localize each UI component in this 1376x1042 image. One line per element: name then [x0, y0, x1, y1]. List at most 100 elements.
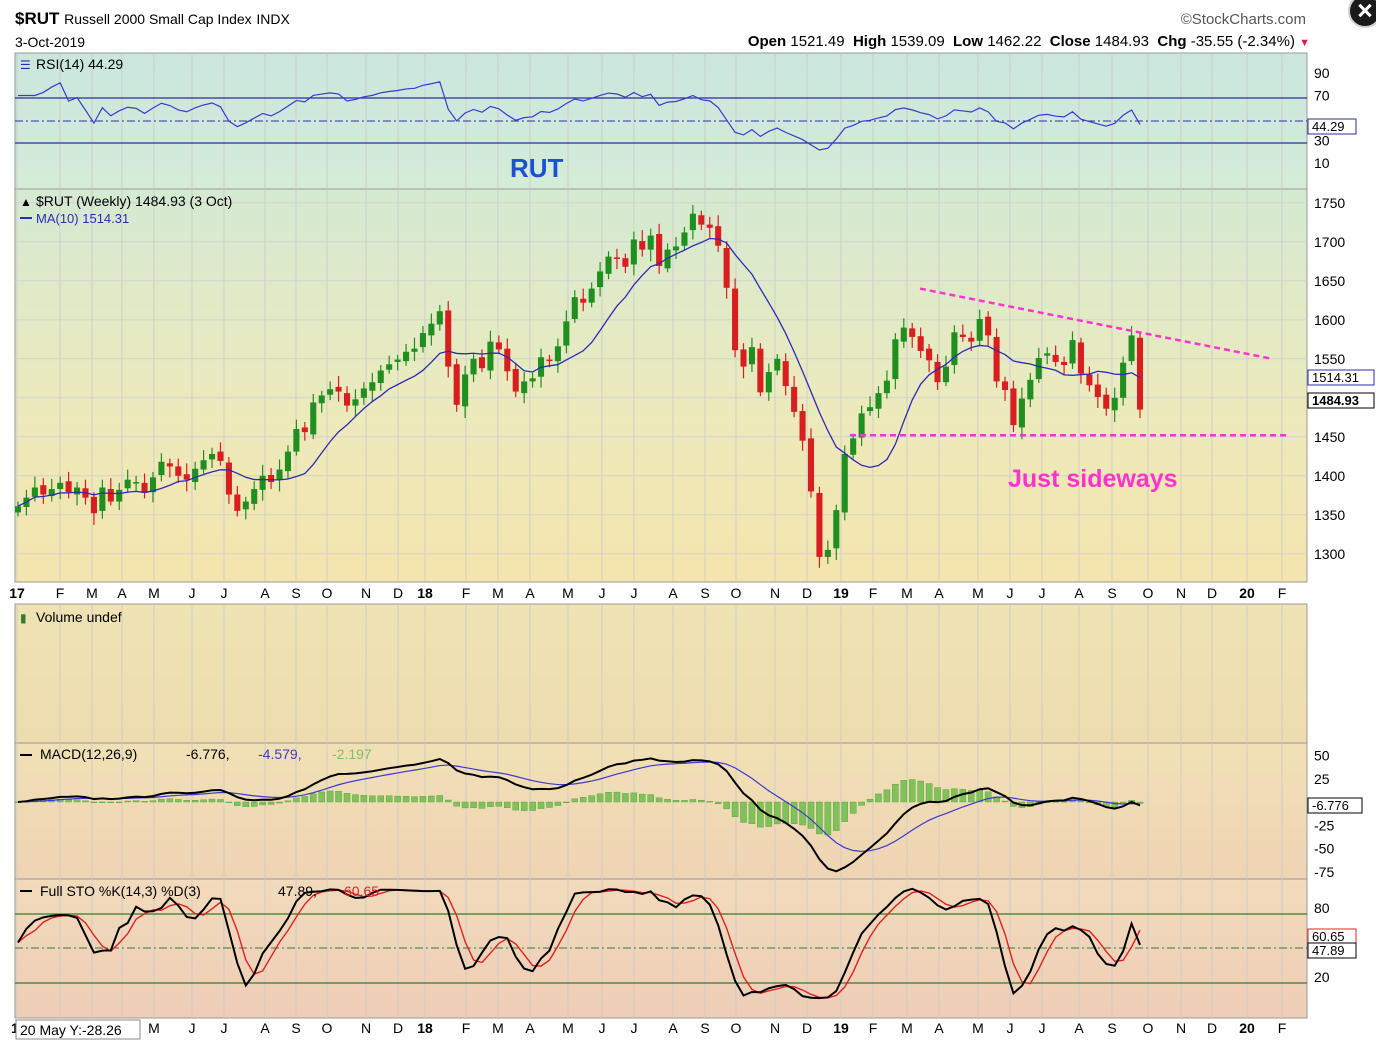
- x-tick-label: D: [802, 585, 812, 601]
- candle: [377, 370, 384, 383]
- macd-hist-bar: [200, 799, 207, 803]
- candle: [942, 366, 950, 383]
- candle: [107, 489, 114, 502]
- x-tick-label: J: [1039, 1020, 1046, 1036]
- candle: [959, 334, 966, 337]
- x-tick-label: A: [668, 1020, 678, 1036]
- candle: [900, 327, 907, 342]
- candle: [672, 246, 680, 251]
- volume-legend-icon: ▮: [20, 611, 27, 625]
- macd-hist-bar: [90, 801, 98, 804]
- x-tick-label: 20: [1239, 1020, 1255, 1036]
- macd-hist-bar: [158, 798, 165, 803]
- macd-hist-bar: [554, 801, 562, 806]
- macd-hist-bar: [1077, 800, 1085, 803]
- candle: [765, 372, 772, 393]
- price-tick-label: 1350: [1314, 507, 1345, 523]
- macd-line: [17, 757, 1141, 873]
- candle: [630, 239, 637, 265]
- candle: [1128, 335, 1135, 362]
- candle: [639, 241, 646, 250]
- candle: [65, 481, 72, 493]
- x-tick-label: J: [189, 1020, 196, 1036]
- macd-hist-bar: [259, 801, 266, 806]
- candle: [850, 438, 857, 455]
- x-tick-label: J: [631, 1020, 638, 1036]
- exchange: INDX: [256, 11, 290, 27]
- x-tick-label: J: [599, 585, 606, 601]
- sto-d-value: 60.65: [344, 883, 379, 899]
- x-tick-label: F: [462, 585, 471, 601]
- grid-lines: [15, 53, 1307, 1018]
- macd-hist-bar: [1111, 801, 1118, 808]
- macd-value-tag-box: [1307, 797, 1363, 814]
- candle: [158, 461, 165, 476]
- candle: [90, 496, 97, 514]
- macd-hist-bar: [141, 801, 148, 803]
- macd-hist-bar: [639, 793, 646, 803]
- x-tick-label: 20: [1239, 585, 1255, 601]
- macd-hist-bar: [782, 801, 789, 824]
- candle: [453, 364, 460, 405]
- rsi-tick-label: 70: [1314, 88, 1330, 104]
- annotation-just-sideways: Just sideways: [1008, 465, 1178, 493]
- macd-hist-bar: [82, 800, 89, 803]
- candle: [1111, 397, 1118, 411]
- sto-tick-label: 80: [1314, 900, 1330, 916]
- x-tick-label: M: [972, 1020, 984, 1036]
- x-tick-label: N: [770, 1020, 780, 1036]
- macd-hist-bar: [166, 798, 174, 803]
- x-tick-label: M: [901, 585, 913, 601]
- candle: [175, 466, 182, 476]
- rsi-ticks: 90 70 30 10: [1314, 65, 1330, 171]
- x-tick-label: J: [1007, 1020, 1014, 1036]
- chart-date: 3-Oct-2019: [15, 34, 86, 50]
- x-tick-label: N: [770, 585, 780, 601]
- candle: [512, 368, 519, 392]
- sto-ticks: 80 20: [1314, 900, 1330, 985]
- candle: [985, 316, 992, 336]
- candle: [133, 482, 140, 484]
- candle: [563, 321, 570, 346]
- macd-hist-bar: [546, 801, 553, 808]
- candle: [1086, 374, 1093, 386]
- macd-panel: [14, 742, 1308, 880]
- macd-hist-bar: [504, 801, 511, 808]
- macd-hist-bar: [571, 798, 579, 803]
- macd-hist-bar: [883, 789, 891, 803]
- price-tick-label: 1650: [1314, 273, 1345, 289]
- candle: [571, 297, 578, 320]
- crosshair-readout-box: [15, 1019, 141, 1040]
- macd-hist-bar: [284, 800, 292, 803]
- candle: [1027, 379, 1034, 400]
- macd-hist-bar: [588, 795, 595, 803]
- macd-hist-bar: [99, 801, 106, 803]
- x-tick-label: D: [1207, 1020, 1217, 1036]
- rsi-legend-icon: ☰: [20, 58, 31, 72]
- macd-hist-bar: [343, 793, 351, 803]
- open-value: 1521.49: [790, 33, 845, 50]
- candle: [436, 311, 443, 325]
- candle: [14, 506, 22, 513]
- ma-value-tag: 1514.31: [1312, 370, 1359, 385]
- ohlc-readout: Open 1521.49 High 1539.09 Low 1462.22 Cl…: [748, 33, 1310, 50]
- macd-hist-bar: [664, 799, 671, 803]
- macd-hist-bar: [622, 793, 629, 803]
- macd-hist-value: -2.197: [332, 746, 372, 762]
- low-label: Low: [953, 33, 984, 50]
- candle: [723, 248, 730, 288]
- candle: [1001, 381, 1009, 390]
- macd-hist-bar: [596, 793, 604, 803]
- candle: [166, 463, 173, 467]
- x-tick-label: F: [869, 1020, 878, 1036]
- macd-hist-bar: [478, 801, 486, 809]
- macd-hist-bar: [318, 791, 325, 803]
- candle: [445, 310, 452, 367]
- close-icon[interactable]: [1348, 0, 1376, 28]
- macd-tick-label: -50: [1314, 841, 1334, 857]
- x-tick-label: O: [1143, 1020, 1154, 1036]
- x-axis-top: 17 F M A M J J A S O N D 18 F M A M J J A S O N D 19 F M A M J J A S O N D 2…: [9, 585, 1286, 601]
- sto-legend-label: Full STO %K(14,3) %D(3): [40, 883, 201, 899]
- price-tick-label: 1550: [1314, 351, 1345, 367]
- rsi-tick-label: 10: [1314, 155, 1330, 171]
